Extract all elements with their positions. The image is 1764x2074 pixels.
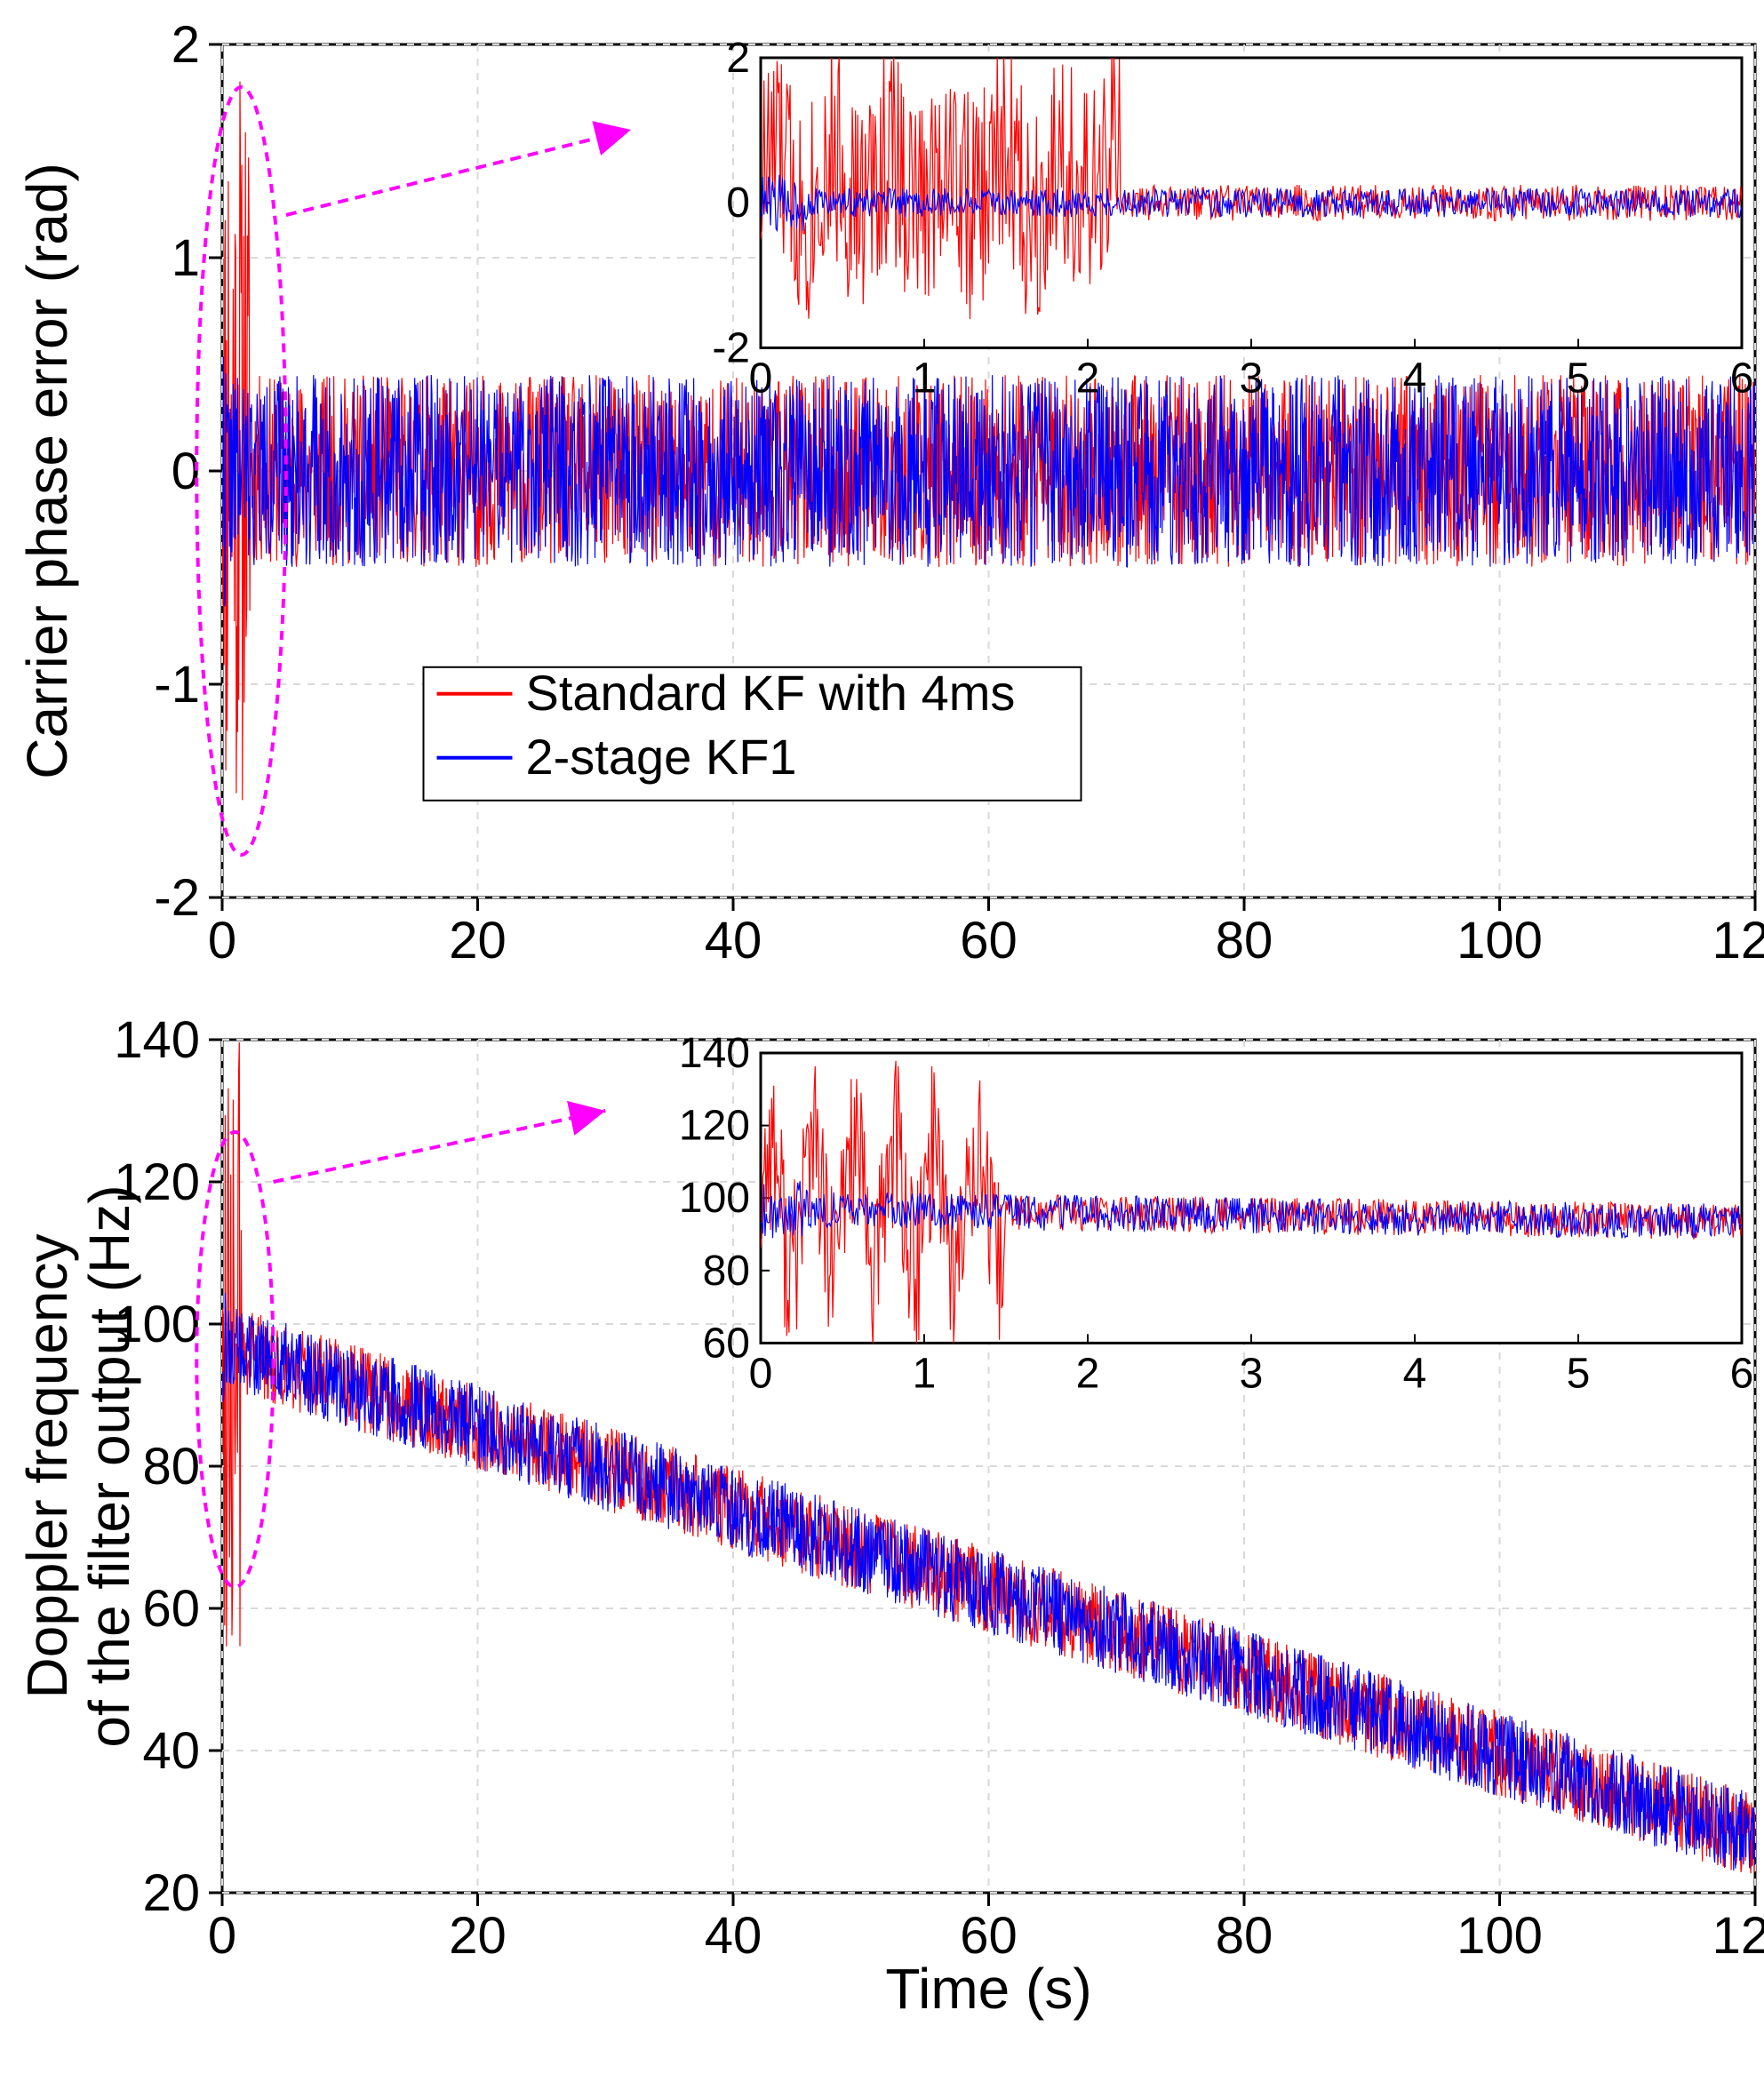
svg-text:0: 0 bbox=[749, 355, 773, 402]
svg-text:120: 120 bbox=[1712, 912, 1764, 969]
svg-text:100: 100 bbox=[679, 1175, 750, 1222]
svg-text:2: 2 bbox=[172, 18, 200, 74]
svg-text:80: 80 bbox=[1216, 1907, 1273, 1965]
svg-text:3: 3 bbox=[1240, 1350, 1264, 1397]
svg-text:4: 4 bbox=[1403, 1350, 1427, 1397]
svg-text:60: 60 bbox=[960, 912, 1018, 969]
svg-text:40: 40 bbox=[705, 1907, 762, 1965]
svg-text:1: 1 bbox=[172, 229, 200, 287]
top-ylabel: Carrier phase error (rad) bbox=[18, 163, 79, 779]
legend: Standard KF with 4ms 2-stage KF1 bbox=[424, 665, 1082, 801]
svg-text:2: 2 bbox=[1076, 1350, 1100, 1397]
svg-text:20: 20 bbox=[142, 1864, 200, 1922]
svg-text:100: 100 bbox=[1457, 1907, 1543, 1965]
bottom-ylabel-row1: Doppler frequency bbox=[18, 1234, 79, 1699]
svg-text:0: 0 bbox=[208, 1907, 236, 1965]
svg-text:80: 80 bbox=[1216, 912, 1273, 969]
bottom-ylabel-row2: of the filter output (Hz) bbox=[77, 1185, 141, 1747]
top-inset: 0123456-202 bbox=[712, 35, 1753, 402]
bottom-inset: 0 1 2 3 4 5 6 60 80 100 120 140 bbox=[679, 1030, 1753, 1397]
svg-text:40: 40 bbox=[705, 912, 762, 969]
top-plot: 020406080100120-2-1012Carrier phase erro… bbox=[18, 18, 1764, 969]
bottom-plot: 02040608010012020406080100120140Doppler … bbox=[18, 1011, 1764, 2021]
figure-svg: 020406080100120-2-1012Carrier phase erro… bbox=[18, 18, 1764, 2056]
svg-text:1: 1 bbox=[913, 355, 937, 402]
svg-text:60: 60 bbox=[142, 1580, 200, 1638]
svg-text:3: 3 bbox=[1240, 355, 1264, 402]
svg-text:120: 120 bbox=[679, 1103, 750, 1150]
svg-text:120: 120 bbox=[1712, 1907, 1764, 1965]
svg-text:2: 2 bbox=[1076, 355, 1100, 402]
legend-item-label: 2-stage KF1 bbox=[526, 729, 797, 785]
svg-text:80: 80 bbox=[142, 1438, 200, 1496]
svg-text:-2: -2 bbox=[712, 324, 750, 371]
svg-text:0: 0 bbox=[749, 1350, 773, 1397]
bottom-xlabel: Time (s) bbox=[885, 1957, 1091, 2021]
svg-text:60: 60 bbox=[703, 1320, 750, 1367]
svg-text:0: 0 bbox=[726, 179, 750, 227]
svg-text:140: 140 bbox=[114, 1011, 200, 1069]
svg-text:100: 100 bbox=[1457, 912, 1543, 969]
svg-text:6: 6 bbox=[1730, 1350, 1754, 1397]
svg-text:5: 5 bbox=[1567, 355, 1591, 402]
svg-text:2: 2 bbox=[726, 35, 750, 82]
svg-text:-1: -1 bbox=[154, 656, 200, 714]
svg-text:6: 6 bbox=[1730, 355, 1754, 402]
svg-text:140: 140 bbox=[679, 1030, 750, 1077]
svg-text:1: 1 bbox=[913, 1350, 937, 1397]
svg-text:4: 4 bbox=[1403, 355, 1427, 402]
svg-text:40: 40 bbox=[142, 1722, 200, 1780]
svg-text:20: 20 bbox=[449, 1907, 507, 1965]
svg-text:5: 5 bbox=[1567, 1350, 1591, 1397]
figure-container: 020406080100120-2-1012Carrier phase erro… bbox=[18, 18, 1764, 2056]
svg-text:0: 0 bbox=[208, 912, 236, 969]
legend-item-label: Standard KF with 4ms bbox=[526, 665, 1016, 721]
svg-text:80: 80 bbox=[703, 1248, 750, 1295]
svg-text:20: 20 bbox=[449, 912, 507, 969]
svg-text:-2: -2 bbox=[154, 869, 200, 927]
